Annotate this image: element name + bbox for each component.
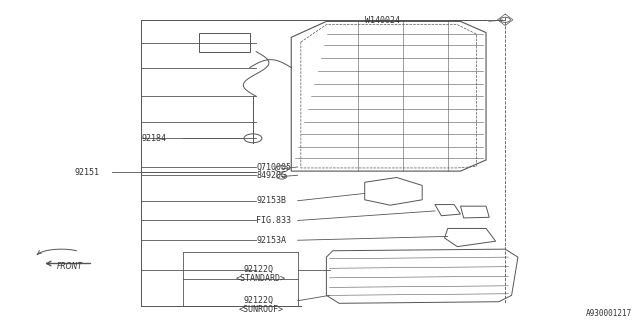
- Text: FRONT: FRONT: [57, 262, 83, 271]
- Text: 92184: 92184: [141, 134, 166, 143]
- Text: 92153A: 92153A: [256, 236, 286, 245]
- Text: 92122Q: 92122Q: [243, 265, 273, 274]
- Text: 92151: 92151: [74, 168, 99, 177]
- Text: A930001217: A930001217: [586, 309, 632, 318]
- Text: <STANDARD>: <STANDARD>: [236, 274, 285, 283]
- Text: <SUNROOF>: <SUNROOF>: [238, 305, 284, 314]
- Text: 84920G: 84920G: [256, 171, 286, 180]
- Text: 92153B: 92153B: [256, 196, 286, 205]
- Text: 92122Q: 92122Q: [243, 296, 273, 305]
- Text: FIG.833: FIG.833: [256, 216, 291, 225]
- Text: W140024: W140024: [365, 16, 400, 25]
- Text: Q710005: Q710005: [256, 163, 291, 172]
